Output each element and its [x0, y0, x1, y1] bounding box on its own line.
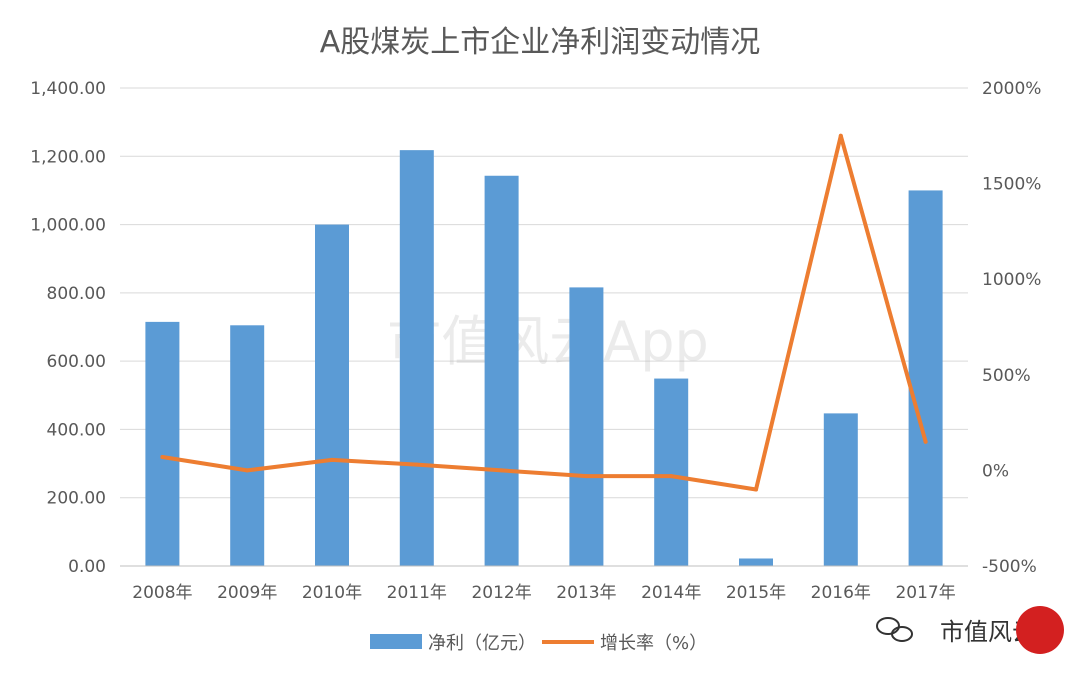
left-tick-label: 1,000.00	[30, 216, 106, 236]
brand-logo: 市值风云	[876, 606, 1064, 654]
left-tick-label: 200.00	[47, 489, 106, 509]
brand-seal-icon	[1016, 606, 1064, 654]
wechat-icon	[876, 617, 913, 642]
right-tick-label: 1000%	[982, 270, 1041, 290]
right-tick-label: 0%	[982, 461, 1009, 481]
left-tick-label: 1,200.00	[30, 147, 106, 167]
bar-2016年	[823, 413, 858, 566]
right-tick-label: 500%	[982, 366, 1031, 386]
bar-2011年	[399, 150, 434, 566]
right-tick-label: 1500%	[982, 175, 1041, 195]
growth-point-2011年	[414, 462, 419, 467]
bar-2010年	[315, 224, 349, 567]
bar-2009年	[230, 325, 265, 566]
x-axis: 2008年 2009年 2010年 2011年 2012年 2013年 2014年 2015年…	[120, 565, 968, 603]
bar-2013年	[569, 287, 604, 566]
x-tick-label: 2010年	[302, 583, 362, 603]
bar-2017年	[908, 190, 943, 566]
right-axis: -500% 0% 500% 1000% 1500% 2000%	[982, 79, 1041, 577]
left-tick-label: 400.00	[47, 420, 106, 440]
legend-line-label: 增长率（%）	[600, 633, 707, 654]
left-tick-label: 0.00	[68, 557, 106, 577]
x-tick-label: 2009年	[217, 583, 277, 603]
line-series	[160, 133, 928, 492]
growth-point-2012年	[499, 468, 504, 473]
bar-2012年	[484, 175, 519, 567]
x-tick-label: 2008年	[132, 583, 192, 603]
growth-point-2013年	[584, 474, 589, 479]
growth-point-2017年	[923, 439, 928, 444]
bar-2015年	[739, 558, 773, 566]
x-tick-label: 2017年	[895, 583, 955, 603]
growth-point-2009年	[245, 468, 250, 473]
left-tick-label: 800.00	[47, 284, 106, 304]
bar-2008年	[145, 321, 180, 566]
chart-title: A股煤炭上市企业净利润变动情况	[320, 25, 761, 60]
legend-bar-label: 净利（亿元）	[428, 633, 536, 654]
growth-rate-line	[160, 133, 928, 492]
legend-bar-swatch	[370, 634, 422, 649]
x-tick-label: 2013年	[556, 583, 616, 603]
growth-point-2015年	[754, 487, 758, 492]
x-tick-label: 2014年	[641, 583, 701, 603]
growth-point-2014年	[669, 474, 674, 479]
right-tick-label: -500%	[982, 557, 1037, 577]
bar-2014年	[654, 378, 689, 566]
growth-point-2008年	[160, 455, 165, 460]
legend: 净利（亿元） 增长率（%）	[370, 633, 707, 654]
left-tick-label: 600.00	[47, 352, 106, 372]
x-tick-label: 2015年	[726, 583, 786, 603]
growth-point-2016年	[838, 133, 843, 138]
x-tick-label: 2011年	[387, 583, 447, 603]
bar-series	[145, 150, 943, 567]
watermark-text: 市值风云App	[387, 310, 709, 373]
x-tick-label: 2012年	[471, 583, 531, 603]
right-tick-label: 2000%	[982, 79, 1041, 99]
growth-point-2010年	[330, 457, 334, 462]
left-axis: 0.00 200.00 400.00 600.00 800.00 1,000.00 1,20…	[30, 79, 106, 577]
left-tick-label: 1,400.00	[30, 79, 106, 99]
x-tick-label: 2016年	[811, 583, 871, 603]
